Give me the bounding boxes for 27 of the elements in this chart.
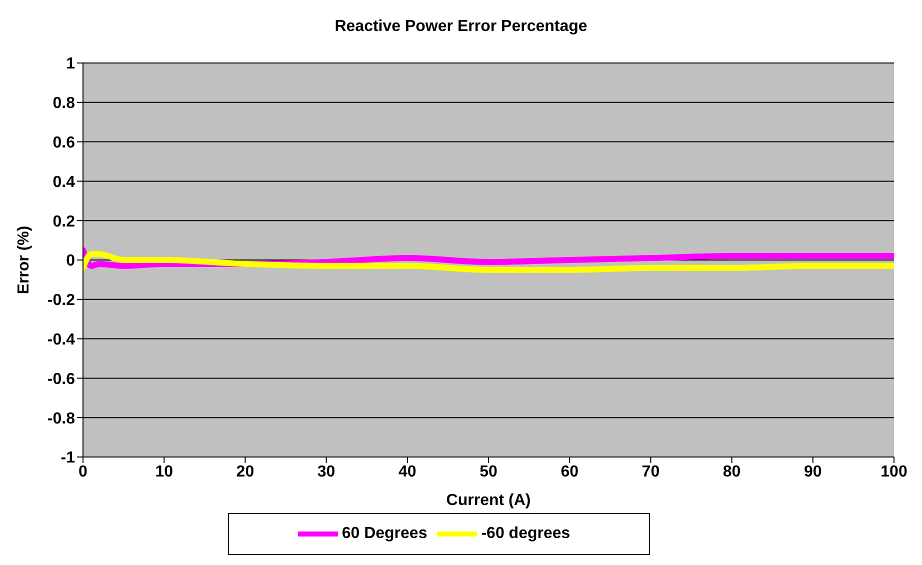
y-tick-label: -0.6 [47,370,76,388]
x-axis-title: Current (A) [446,492,531,509]
y-tick-label: -0.2 [47,292,76,310]
legend-label: 60 Degrees [342,525,428,542]
y-tick-label: 0 [66,252,76,270]
y-tick-label: -0.8 [47,410,76,428]
x-tick-label: 0 [78,463,88,480]
x-tick-label: 80 [722,463,741,480]
y-tick-label: 0.4 [52,174,76,191]
y-tick-label: 1 [66,56,76,73]
x-tick-label: 90 [804,463,822,480]
x-tick-label: 50 [480,463,498,480]
x-tick-label: 100 [880,463,908,480]
x-tick-label: 70 [642,463,660,480]
y-tick-label: -0.4 [47,331,76,348]
y-axis-title: Error (%) [16,226,33,294]
y-tick-label: 0.6 [52,134,76,152]
y-tick-label: 0.8 [52,95,76,112]
x-tick-label: 10 [155,463,174,480]
x-tick-label: 60 [560,463,579,480]
y-tick-label: -1 [60,450,76,467]
chart-title: Reactive Power Error Percentage [334,18,588,36]
x-tick-label: 20 [236,463,254,480]
x-tick-label: 40 [398,463,416,480]
y-tick-label: 0.2 [52,213,76,230]
legend-label: -60 degrees [481,525,570,542]
x-tick-label: 30 [317,463,336,480]
